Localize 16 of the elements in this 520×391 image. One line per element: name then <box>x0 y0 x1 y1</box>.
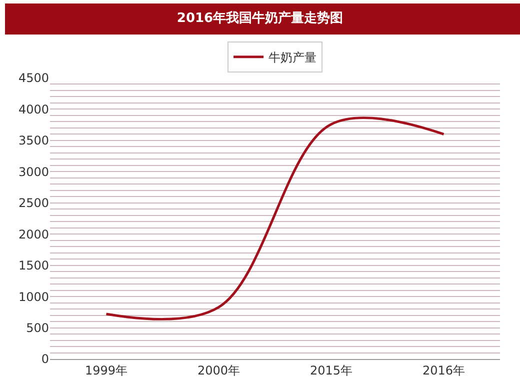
x-tick-label: 1999年 <box>84 363 128 378</box>
y-tick-label: 3000 <box>18 164 49 179</box>
y-tick-label: 1500 <box>18 258 49 273</box>
y-tick-label: 0 <box>41 352 49 366</box>
legend-label: 牛奶产量 <box>268 50 316 65</box>
y-tick-label: 2500 <box>18 196 49 210</box>
chart-title: 2016年我国牛奶产量走势图 <box>176 10 344 26</box>
y-tick-label: 4500 <box>18 71 49 86</box>
y-tick-label: 3500 <box>18 134 49 148</box>
y-tick-label: 1000 <box>18 290 49 304</box>
x-tick-label: 2016年 <box>422 363 466 378</box>
y-tick-label: 4000 <box>18 102 49 116</box>
y-tick-label: 500 <box>26 320 49 335</box>
x-tick-label: 2000年 <box>197 363 240 378</box>
y-tick-label: 2000 <box>18 227 49 242</box>
x-tick-label: 2015年 <box>310 363 353 378</box>
